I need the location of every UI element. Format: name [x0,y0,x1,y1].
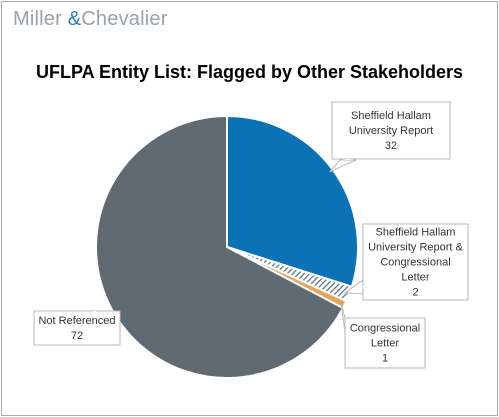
logo-text-part1: Miller [13,8,68,30]
data-label-category: Sheffield Hallam [351,110,431,122]
callout-box [331,101,451,160]
data-label-value: 72 [71,330,83,342]
logo-ampersand: & [67,8,82,30]
data-label-value: 2 [412,287,418,299]
data-label-value: 1 [382,353,388,365]
data-label-category: Congressional [380,257,450,269]
callout-seam [89,311,101,312]
callout-3: Congressional Letter 1 [340,302,426,369]
callout-box [362,223,469,301]
callout-2: Sheffield Hallam University Report & Congr… [344,223,469,301]
callout-seam [363,281,364,293]
logo-text-part2: Chevalier [81,8,168,30]
callout-1: Sheffield Hallam University Report 32 [329,101,451,173]
callout-4: Not Referenced 72 [33,310,121,346]
data-label-category: University Report [349,125,433,137]
callout-pointer [329,159,357,173]
chart-title: UFLPA Entity List: Flagged by Other Stak… [35,62,464,82]
data-label-category: Not Referenced [38,315,115,327]
data-label-category: Sheffield Hallam [376,227,456,239]
data-label-category: University Report & [368,242,463,254]
company-logo: Miller &Chevalier [13,8,168,31]
callout-seam [345,319,346,331]
data-label-category: Letter [401,272,429,284]
callout-box [344,317,426,369]
data-label-category: Letter [371,338,399,350]
callout-seam [341,159,355,160]
callout-box [33,310,121,346]
data-label-value: 32 [385,140,397,152]
data-label-category: Congressional [350,323,420,335]
